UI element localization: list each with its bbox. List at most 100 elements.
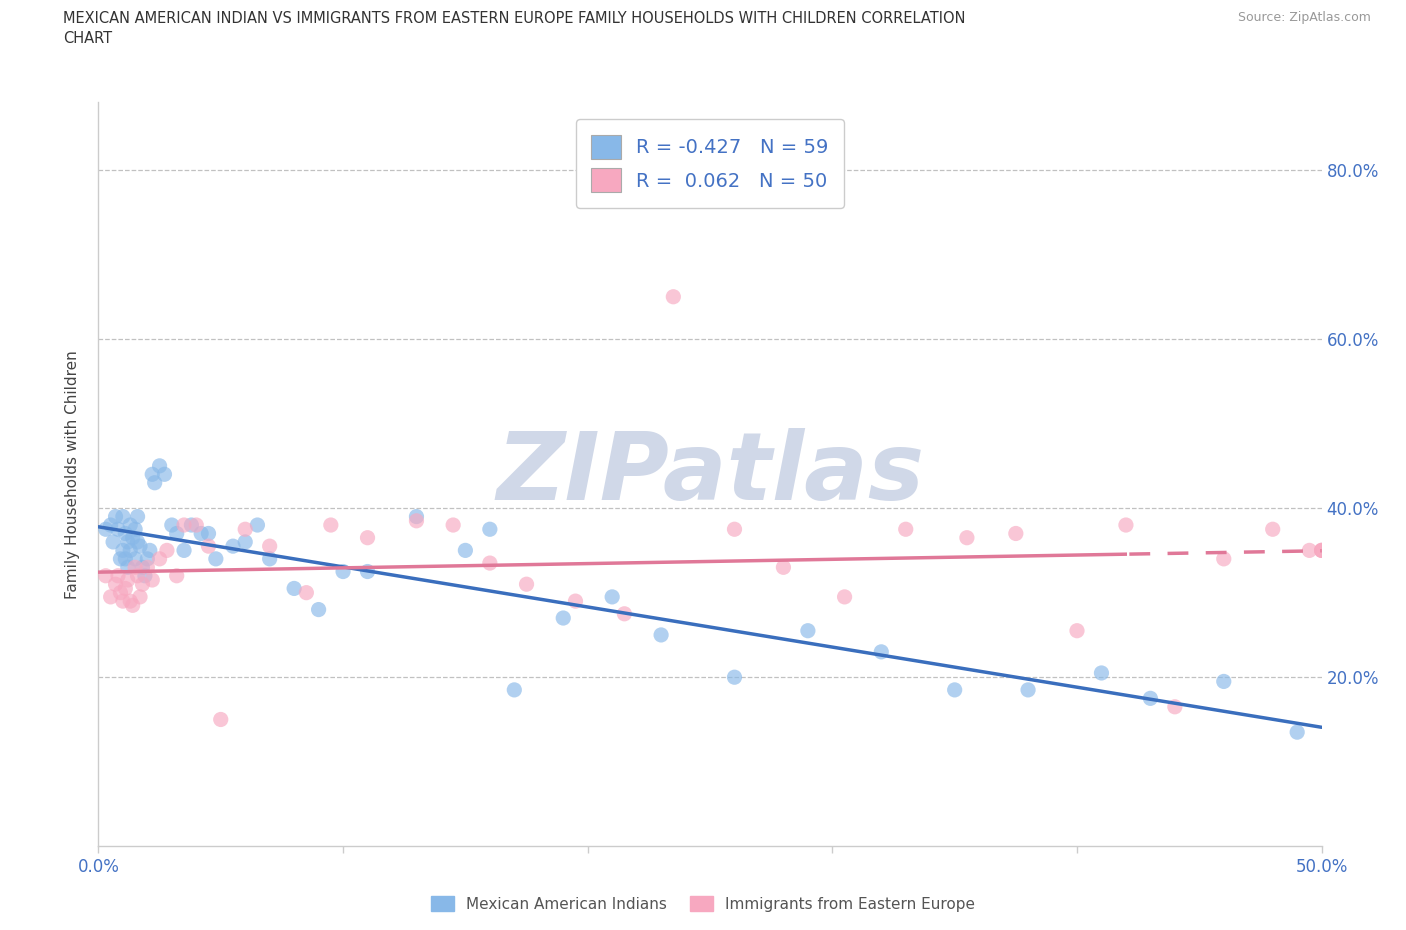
Point xyxy=(662,289,685,304)
Point xyxy=(356,530,378,545)
Point xyxy=(131,560,153,575)
Point xyxy=(956,530,979,545)
Point xyxy=(1261,522,1284,537)
Point xyxy=(107,568,129,583)
Point xyxy=(121,530,143,545)
Point xyxy=(127,509,149,524)
Point xyxy=(515,577,537,591)
Point xyxy=(180,518,202,533)
Point xyxy=(1066,623,1088,638)
Point xyxy=(153,467,176,482)
Point xyxy=(1298,543,1320,558)
Point xyxy=(209,712,232,727)
Point xyxy=(332,565,354,579)
Point xyxy=(136,560,159,575)
Point xyxy=(308,602,330,617)
Point xyxy=(110,551,132,566)
Point xyxy=(197,526,219,541)
Point xyxy=(503,683,526,698)
Point xyxy=(283,581,305,596)
Point xyxy=(613,606,636,621)
Point xyxy=(246,518,269,533)
Point xyxy=(143,475,166,490)
Point xyxy=(1139,691,1161,706)
Point xyxy=(454,543,477,558)
Text: MEXICAN AMERICAN INDIAN VS IMMIGRANTS FROM EASTERN EUROPE FAMILY HOUSEHOLDS WITH: MEXICAN AMERICAN INDIAN VS IMMIGRANTS FR… xyxy=(63,11,966,26)
Point xyxy=(478,522,501,537)
Point xyxy=(114,581,136,596)
Point xyxy=(117,535,139,550)
Point xyxy=(117,560,139,575)
Point xyxy=(166,568,188,583)
Point xyxy=(943,683,966,698)
Point xyxy=(111,593,134,608)
Point xyxy=(405,513,427,528)
Point xyxy=(136,551,159,566)
Point xyxy=(120,593,142,608)
Point xyxy=(127,568,149,583)
Point xyxy=(1115,518,1137,533)
Point xyxy=(104,509,127,524)
Point xyxy=(149,551,172,566)
Point xyxy=(405,509,427,524)
Text: ZIPatlas: ZIPatlas xyxy=(496,429,924,520)
Point xyxy=(124,560,146,575)
Point xyxy=(197,538,219,553)
Point xyxy=(114,551,136,566)
Point xyxy=(797,623,820,638)
Point xyxy=(121,598,143,613)
Point xyxy=(190,526,212,541)
Point xyxy=(111,543,134,558)
Point xyxy=(129,590,152,604)
Point xyxy=(478,555,501,570)
Point xyxy=(149,458,172,473)
Point xyxy=(1164,699,1187,714)
Point xyxy=(356,565,378,579)
Point xyxy=(131,577,153,591)
Point xyxy=(259,538,281,553)
Point xyxy=(259,551,281,566)
Point xyxy=(114,526,136,541)
Text: CHART: CHART xyxy=(63,31,112,46)
Point xyxy=(1017,683,1039,698)
Point xyxy=(1212,674,1234,689)
Point xyxy=(723,670,745,684)
Point xyxy=(104,577,127,591)
Text: Source: ZipAtlas.com: Source: ZipAtlas.com xyxy=(1237,11,1371,24)
Point xyxy=(1310,543,1333,558)
Legend: R = -0.427   N = 59, R =  0.062   N = 50: R = -0.427 N = 59, R = 0.062 N = 50 xyxy=(576,119,844,207)
Point xyxy=(101,535,124,550)
Point xyxy=(134,568,156,583)
Point xyxy=(94,568,117,583)
Point xyxy=(1310,543,1333,558)
Point xyxy=(1286,724,1309,739)
Point xyxy=(139,543,162,558)
Legend: Mexican American Indians, Immigrants from Eastern Europe: Mexican American Indians, Immigrants fro… xyxy=(425,889,981,918)
Point xyxy=(186,518,208,533)
Point xyxy=(1310,543,1333,558)
Point xyxy=(173,543,195,558)
Point xyxy=(120,518,142,533)
Point xyxy=(111,509,134,524)
Point xyxy=(870,644,893,659)
Point xyxy=(723,522,745,537)
Point xyxy=(233,535,256,550)
Point xyxy=(129,538,152,553)
Point xyxy=(100,518,122,533)
Point xyxy=(1090,666,1112,681)
Point xyxy=(120,543,142,558)
Y-axis label: Family Households with Children: Family Households with Children xyxy=(65,350,80,599)
Point xyxy=(295,585,318,600)
Point xyxy=(160,518,183,533)
Point xyxy=(1212,551,1234,566)
Point xyxy=(141,467,163,482)
Point xyxy=(117,573,139,588)
Point xyxy=(772,560,794,575)
Point xyxy=(1004,526,1026,541)
Point xyxy=(94,522,117,537)
Point xyxy=(124,522,146,537)
Point xyxy=(233,522,256,537)
Point xyxy=(650,628,672,643)
Point xyxy=(834,590,856,604)
Point xyxy=(222,538,245,553)
